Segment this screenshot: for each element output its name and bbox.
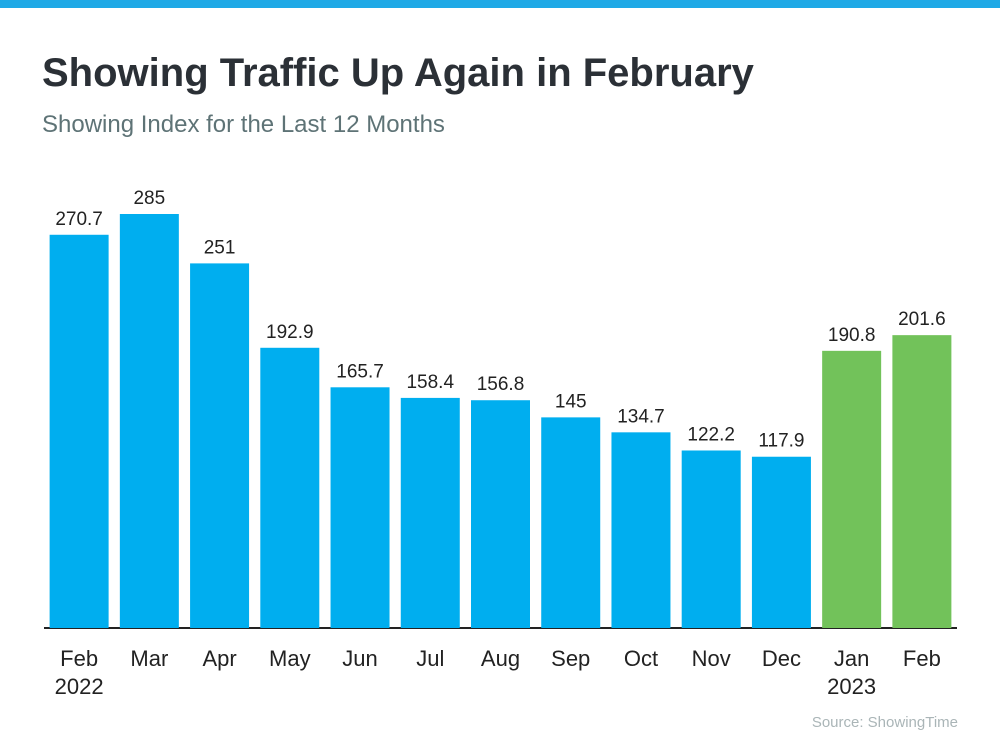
bar (822, 350, 882, 628)
value-label: 117.9 (758, 431, 804, 452)
x-tick-label: Dec (761, 646, 801, 671)
x-tick-label: Feb (902, 646, 941, 671)
value-label: 192.9 (266, 322, 314, 343)
x-tick-label: May (269, 646, 311, 671)
value-label: 122.2 (687, 424, 735, 445)
bar (400, 397, 460, 628)
value-label: 134.7 (617, 406, 665, 427)
bar (260, 347, 320, 628)
bar (330, 387, 390, 628)
value-label: 145 (555, 391, 587, 412)
value-label: 285 (133, 188, 165, 209)
x-tick-label: Jun (342, 646, 378, 671)
top-stripe (0, 0, 1000, 8)
bar (49, 234, 109, 628)
bar (892, 335, 952, 628)
bar (611, 432, 671, 628)
chart-subtitle: Showing Index for the Last 12 Months (42, 111, 445, 138)
value-label: 158.4 (406, 372, 454, 393)
chart-title: Showing Traffic Up Again in February (42, 51, 755, 95)
value-label: 201.6 (898, 309, 946, 330)
x-tick-label: Sep (551, 646, 591, 671)
x-tick-label: Jul (416, 646, 445, 671)
x-tick-label: Nov (691, 646, 731, 671)
bar (119, 214, 179, 628)
x-tick-label: Jan 2023 (827, 646, 877, 699)
value-label: 251 (204, 237, 236, 258)
source-note: Source: ShowingTime (812, 714, 958, 731)
value-label: 270.7 (55, 209, 103, 230)
value-label: 190.8 (828, 325, 876, 346)
x-tick-label: Oct (623, 646, 659, 671)
x-tick-label: Apr (202, 646, 237, 671)
bar (471, 400, 530, 628)
x-tick-label: Mar (130, 646, 169, 671)
bar (751, 456, 811, 628)
value-label: 165.7 (336, 361, 384, 382)
value-label: 156.8 (477, 374, 525, 395)
x-tick-label: Feb 2022 (54, 646, 104, 699)
x-tick-label: Aug (480, 646, 521, 671)
bar (190, 263, 250, 628)
bar (681, 450, 741, 628)
bar (541, 417, 601, 628)
